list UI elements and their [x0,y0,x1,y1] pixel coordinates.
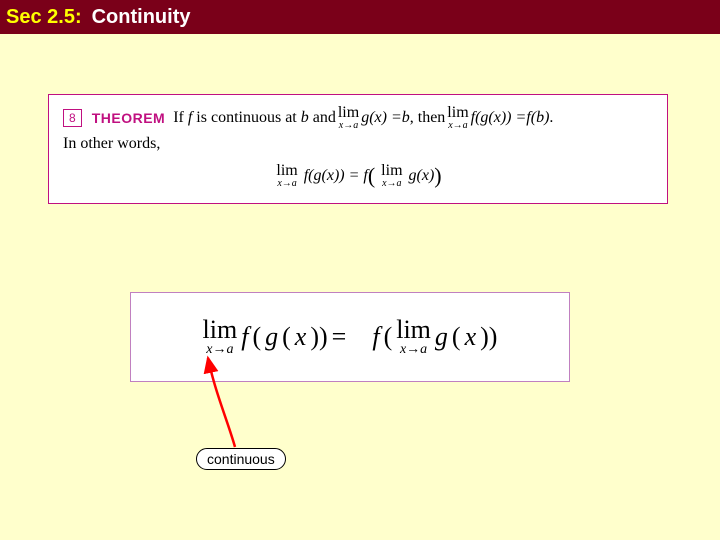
theorem-line2: In other words, [63,135,653,153]
lim-word-big-1: lim [203,317,238,343]
main-equation: lim x→a f ( g (x)) = f ( lim x→a g (x)) [203,317,498,357]
section-number: Sec 2.5: [6,6,82,29]
limit-inline-3: lim x→a [276,163,297,189]
text-then: , then [410,109,446,127]
main-g-2: g [435,322,448,352]
lim-sub-2: x→a [448,121,467,131]
theorem-box: 8 THEOREM If f is continuous at b and li… [48,94,668,204]
main-x-2: x [465,322,477,352]
limit-inline-2: lim x→a [447,105,468,131]
lim-sub: x→a [339,121,358,131]
theorem-statement: 8 THEOREM If f is continuous at b and li… [63,105,653,131]
eq-right: g(x) [409,167,435,184]
text-cont-at: is continuous at [192,109,300,126]
lim-word-3: lim [276,163,297,179]
text-and: and [309,109,336,126]
lim-word-big-2: lim [396,317,431,343]
main-f-2: f [372,322,379,352]
equals: = [332,322,347,352]
slide-header: Sec 2.5: Continuity [0,0,720,34]
theorem-number-badge: 8 [63,109,82,127]
fgx: f(g(x)) = [471,109,527,127]
section-title: Continuity [92,6,191,29]
fb: f(b) [526,109,549,127]
lim-word-4: lim [381,163,402,179]
var-b2: b [402,109,410,127]
text-if: If [173,109,188,126]
theorem-label: THEOREM [92,110,166,126]
main-x-1: x [295,322,307,352]
eq-left: f(g(x)) = f [304,167,368,184]
lim-sub-big-1: x→a [206,343,233,357]
main-f-1: f [241,322,248,352]
lim-sub-4: x→a [382,179,401,189]
lim-word: lim [338,105,359,121]
limit-inline-4: lim x→a [381,163,402,189]
lim-sub-big-2: x→a [400,343,427,357]
var-b: b [301,109,309,126]
continuous-annotation: continuous [196,448,286,470]
lim-word-2: lim [447,105,468,121]
period: . [549,109,553,127]
main-equation-box: lim x→a f ( g (x)) = f ( lim x→a g (x)) [130,292,570,382]
main-g-1: g [265,322,278,352]
lim-sub-3: x→a [277,179,296,189]
theorem-text-1: If f is continuous at b and [173,109,336,127]
gx-eq: g(x) = [361,109,402,127]
theorem-centered-equation: lim x→a f(g(x)) = f( lim x→a g(x)) [63,163,653,189]
limit-big-right: lim x→a [396,317,431,357]
limit-big-left: lim x→a [203,317,238,357]
limit-inline-1: lim x→a [338,105,359,131]
